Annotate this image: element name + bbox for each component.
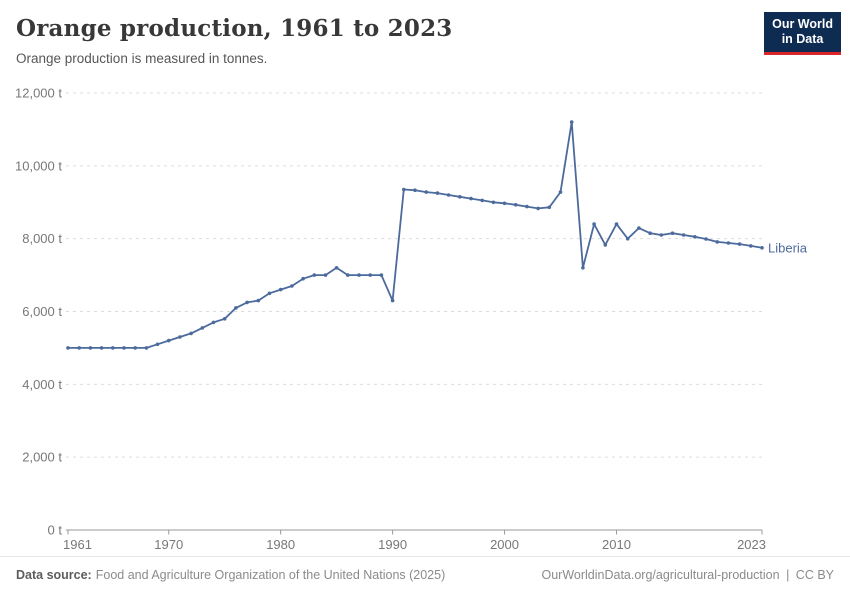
data-point[interactable] <box>637 226 641 230</box>
x-axis-label: 2000 <box>490 537 519 552</box>
data-point[interactable] <box>323 273 328 277</box>
data-point[interactable] <box>614 222 619 226</box>
chart-subtitle: Orange production is measured in tonnes. <box>16 51 268 66</box>
data-point[interactable] <box>446 193 451 197</box>
data-point[interactable] <box>379 273 384 277</box>
data-point[interactable] <box>715 240 719 244</box>
owid-logo[interactable]: Our World in Data <box>764 12 841 55</box>
data-point[interactable] <box>749 244 753 248</box>
data-point[interactable] <box>368 273 373 277</box>
data-point[interactable] <box>66 346 70 350</box>
data-point[interactable] <box>659 233 664 237</box>
owid-url-link[interactable]: OurWorldinData.org/agricultural-producti… <box>541 568 780 582</box>
y-axis-label: 12,000 t <box>15 86 62 101</box>
data-point[interactable] <box>346 273 350 277</box>
data-point[interactable] <box>693 235 697 239</box>
data-point[interactable] <box>681 233 686 237</box>
data-point[interactable] <box>278 287 283 292</box>
data-point[interactable] <box>290 284 294 288</box>
data-point[interactable] <box>502 201 507 206</box>
x-axis-label: 1970 <box>154 537 183 552</box>
data-point[interactable] <box>222 317 227 321</box>
data-point[interactable] <box>133 346 137 350</box>
data-point[interactable] <box>267 291 272 296</box>
data-point[interactable] <box>760 246 764 250</box>
data-point[interactable] <box>592 222 596 226</box>
data-point[interactable] <box>737 242 742 246</box>
data-point[interactable] <box>480 198 485 203</box>
license-link[interactable]: CC BY <box>795 568 834 582</box>
x-axis-label: 1961 <box>63 537 92 552</box>
data-point[interactable] <box>77 346 81 350</box>
entity-label[interactable]: Liberia <box>768 240 808 255</box>
data-point[interactable] <box>390 298 395 303</box>
data-point[interactable] <box>111 346 115 350</box>
data-point[interactable] <box>513 203 518 207</box>
data-point[interactable] <box>458 195 462 199</box>
data-point[interactable] <box>178 335 182 339</box>
data-source-text: Food and Agriculture Organization of the… <box>95 568 446 582</box>
data-point[interactable] <box>558 190 563 194</box>
data-point[interactable] <box>704 237 708 241</box>
data-point[interactable] <box>670 231 675 235</box>
data-point[interactable] <box>245 300 249 305</box>
data-point[interactable] <box>413 188 417 192</box>
data-point[interactable] <box>334 266 339 270</box>
data-point[interactable] <box>301 276 305 281</box>
y-axis-label: 10,000 t <box>15 158 62 173</box>
data-point[interactable] <box>625 236 630 241</box>
data-point[interactable] <box>211 320 216 325</box>
y-axis-label: 4,000 t <box>22 377 62 392</box>
data-point[interactable] <box>424 190 429 194</box>
data-point[interactable] <box>256 298 261 303</box>
data-source: Data source: Food and Agriculture Organiz… <box>16 568 445 600</box>
x-axis-label: 2010 <box>602 537 631 552</box>
data-point[interactable] <box>88 346 93 350</box>
data-point[interactable] <box>491 200 496 205</box>
data-point[interactable] <box>726 241 731 245</box>
data-point[interactable] <box>122 346 126 350</box>
x-axis-label: 1990 <box>378 537 407 552</box>
data-point[interactable] <box>200 326 205 330</box>
chart-footer: Data source: Food and Agriculture Organiz… <box>0 556 850 600</box>
y-axis-label: 8,000 t <box>22 231 62 246</box>
footer-links: OurWorldinData.org/agricultural-producti… <box>539 568 835 600</box>
data-point[interactable] <box>469 196 473 201</box>
data-point[interactable] <box>144 346 149 350</box>
data-point[interactable] <box>99 346 104 350</box>
data-point[interactable] <box>648 231 652 235</box>
owid-logo-line2: in Data <box>781 32 824 47</box>
data-point[interactable] <box>234 306 238 310</box>
data-point[interactable] <box>189 331 193 336</box>
data-point[interactable] <box>581 266 585 270</box>
data-point[interactable] <box>435 191 440 195</box>
data-line[interactable] <box>67 121 763 349</box>
y-axis-label: 2,000 t <box>22 450 62 465</box>
data-point[interactable] <box>402 187 406 192</box>
data-source-label: Data source: <box>16 568 92 582</box>
owid-logo-line1: Our World <box>772 17 833 31</box>
chart-title: Orange production, 1961 to 2023 <box>16 15 453 42</box>
data-point[interactable] <box>536 206 540 211</box>
x-axis-label: 2023 <box>737 537 766 552</box>
x-axis-label: 1980 <box>266 537 295 552</box>
data-point[interactable] <box>155 342 160 347</box>
data-point[interactable] <box>569 120 574 124</box>
data-point[interactable] <box>603 243 608 247</box>
footer-separator: | <box>786 568 790 582</box>
data-point[interactable] <box>166 338 171 343</box>
y-axis-label: 6,000 t <box>22 304 62 319</box>
data-point[interactable] <box>312 273 317 277</box>
data-point[interactable] <box>357 273 361 277</box>
data-point[interactable] <box>547 205 552 210</box>
line-chart[interactable]: 0 t 2,000 t 4,000 t 6,000 t 8,000 t 10,000 t 1… <box>0 0 850 556</box>
data-point[interactable] <box>525 204 529 209</box>
y-axis-label: 0 t <box>48 523 63 538</box>
